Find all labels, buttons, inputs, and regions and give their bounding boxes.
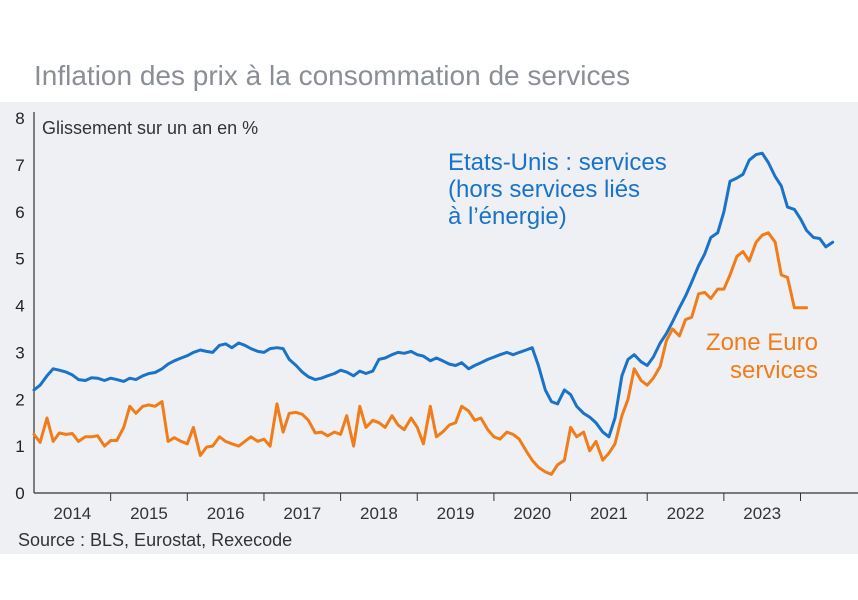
chart-title: Inflation des prix à la consommation de …	[34, 60, 631, 91]
x-tick-label: 2022	[667, 504, 705, 523]
axes	[33, 112, 858, 494]
eurozone-series-label: Zone Euro	[706, 329, 818, 356]
x-tick-label: 2021	[590, 504, 628, 523]
x-tick-label: 2017	[283, 504, 321, 523]
x-tick-labels: 2014 2015 2016 2017 2018 2019 2020 2021 2022 2023	[53, 493, 802, 523]
x-tick-label: 2016	[207, 504, 245, 523]
eurozone-series-label: services	[730, 357, 818, 384]
series-lines	[32, 151, 835, 476]
y-tick-label: 3	[15, 343, 24, 362]
y-axis-label: Glissement sur un an en %	[42, 118, 258, 138]
y-tick-label: 6	[15, 203, 24, 222]
y-tick-labels: 0 1 2 3 4 5 6 7 8	[15, 109, 24, 503]
y-tick-label: 1	[15, 437, 24, 456]
us-series-label: à l’énergie)	[448, 203, 567, 230]
series-labels: Etats-Unis : services(hors services liés…	[448, 149, 818, 384]
x-tick-label: 2019	[437, 504, 475, 523]
y-tick-label: 5	[15, 250, 24, 269]
plot-panel	[0, 102, 858, 554]
us-series-label: (hors services liés	[448, 176, 640, 203]
us-series-label: Etats-Unis : services	[448, 149, 667, 176]
x-tick-label: 2015	[130, 504, 168, 523]
y-tick-label: 8	[15, 109, 24, 128]
y-tick-label: 0	[15, 484, 24, 503]
x-tick-label: 2014	[53, 504, 91, 523]
y-tick-label: 7	[15, 156, 24, 175]
x-tick-label: 2018	[360, 504, 398, 523]
x-tick-label: 2020	[513, 504, 551, 523]
source-note: Source : BLS, Eurostat, Rexecode	[18, 530, 292, 550]
y-tick-label: 4	[15, 297, 24, 316]
y-tick-label: 2	[15, 390, 24, 409]
x-tick-label: 2023	[743, 504, 781, 523]
eurozone-services-line	[32, 231, 809, 476]
us-services-line	[32, 151, 835, 439]
